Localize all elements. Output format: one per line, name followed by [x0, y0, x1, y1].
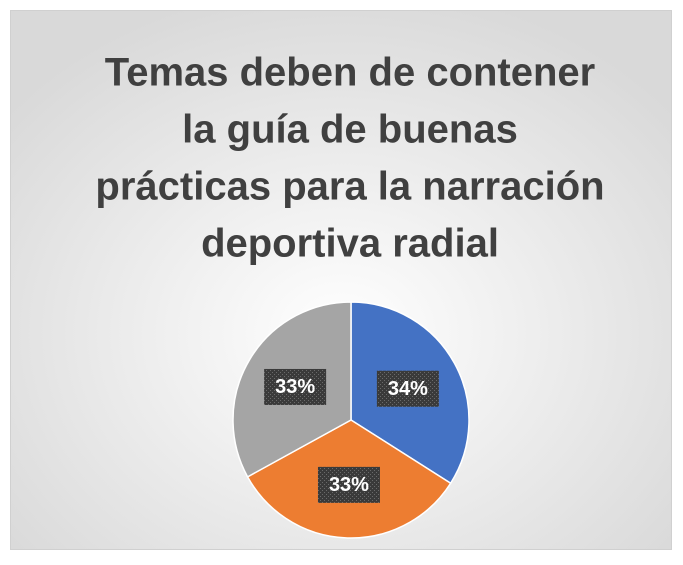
- value-label-box: [317, 466, 380, 503]
- value-label: 34%: [388, 378, 428, 400]
- value-label: 33%: [275, 376, 315, 398]
- value-label-box: [264, 368, 327, 405]
- chart-title: la guía de buenas: [182, 108, 518, 152]
- chart-title: Temas deben de contener: [105, 51, 596, 95]
- chart-title: prácticas para la narración: [95, 165, 604, 209]
- chart-title: deportiva radial: [201, 222, 499, 266]
- value-label-box: [376, 370, 439, 407]
- value-label: 33%: [329, 474, 369, 496]
